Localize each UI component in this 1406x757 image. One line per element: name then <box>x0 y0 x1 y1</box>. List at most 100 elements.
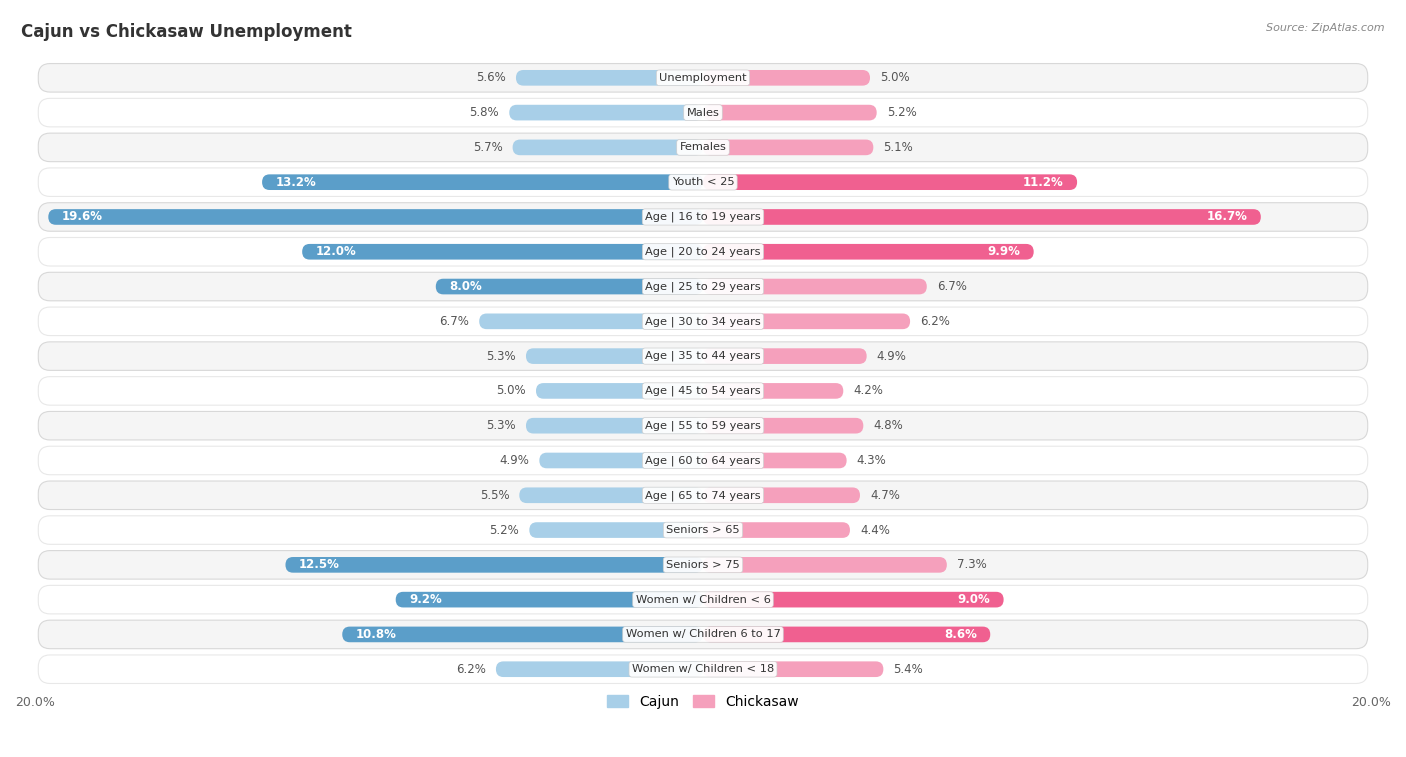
Text: 5.3%: 5.3% <box>486 350 516 363</box>
Text: 19.6%: 19.6% <box>62 210 103 223</box>
Text: 10.8%: 10.8% <box>356 628 396 641</box>
FancyBboxPatch shape <box>526 348 703 364</box>
FancyBboxPatch shape <box>703 522 851 538</box>
FancyBboxPatch shape <box>436 279 703 294</box>
FancyBboxPatch shape <box>526 418 703 434</box>
Text: Age | 25 to 29 years: Age | 25 to 29 years <box>645 282 761 291</box>
FancyBboxPatch shape <box>703 453 846 469</box>
FancyBboxPatch shape <box>38 203 1368 231</box>
FancyBboxPatch shape <box>38 550 1368 579</box>
Text: 5.8%: 5.8% <box>470 106 499 119</box>
FancyBboxPatch shape <box>540 453 703 469</box>
FancyBboxPatch shape <box>703 313 910 329</box>
Text: 5.5%: 5.5% <box>479 489 509 502</box>
FancyBboxPatch shape <box>38 446 1368 475</box>
FancyBboxPatch shape <box>703 139 873 155</box>
FancyBboxPatch shape <box>38 168 1368 196</box>
Text: 6.2%: 6.2% <box>920 315 950 328</box>
Text: Females: Females <box>679 142 727 152</box>
FancyBboxPatch shape <box>703 209 1261 225</box>
FancyBboxPatch shape <box>302 244 703 260</box>
Text: 5.1%: 5.1% <box>883 141 912 154</box>
Text: Age | 45 to 54 years: Age | 45 to 54 years <box>645 385 761 396</box>
Text: 5.4%: 5.4% <box>893 662 924 676</box>
FancyBboxPatch shape <box>703 418 863 434</box>
Text: 5.0%: 5.0% <box>496 385 526 397</box>
Text: 4.7%: 4.7% <box>870 489 900 502</box>
FancyBboxPatch shape <box>519 488 703 503</box>
FancyBboxPatch shape <box>38 585 1368 614</box>
FancyBboxPatch shape <box>703 70 870 86</box>
FancyBboxPatch shape <box>262 174 703 190</box>
FancyBboxPatch shape <box>703 174 1077 190</box>
FancyBboxPatch shape <box>38 238 1368 266</box>
Text: Seniors > 75: Seniors > 75 <box>666 560 740 570</box>
Text: Age | 65 to 74 years: Age | 65 to 74 years <box>645 490 761 500</box>
FancyBboxPatch shape <box>38 516 1368 544</box>
Text: 9.2%: 9.2% <box>409 593 441 606</box>
FancyBboxPatch shape <box>703 244 1033 260</box>
Text: 4.9%: 4.9% <box>877 350 907 363</box>
FancyBboxPatch shape <box>516 70 703 86</box>
FancyBboxPatch shape <box>38 307 1368 335</box>
Text: 5.2%: 5.2% <box>489 524 519 537</box>
Text: 13.2%: 13.2% <box>276 176 316 188</box>
Text: Age | 30 to 34 years: Age | 30 to 34 years <box>645 316 761 326</box>
FancyBboxPatch shape <box>703 279 927 294</box>
FancyBboxPatch shape <box>703 662 883 677</box>
FancyBboxPatch shape <box>38 64 1368 92</box>
Text: 8.6%: 8.6% <box>943 628 977 641</box>
FancyBboxPatch shape <box>479 313 703 329</box>
Text: 6.7%: 6.7% <box>936 280 967 293</box>
Text: Women w/ Children 6 to 17: Women w/ Children 6 to 17 <box>626 629 780 640</box>
FancyBboxPatch shape <box>285 557 703 573</box>
Text: 4.4%: 4.4% <box>860 524 890 537</box>
FancyBboxPatch shape <box>38 655 1368 684</box>
Text: 5.2%: 5.2% <box>887 106 917 119</box>
Text: Age | 60 to 64 years: Age | 60 to 64 years <box>645 455 761 466</box>
Text: 12.0%: 12.0% <box>315 245 356 258</box>
FancyBboxPatch shape <box>38 342 1368 370</box>
FancyBboxPatch shape <box>703 592 1004 607</box>
Text: 12.5%: 12.5% <box>299 559 340 572</box>
Text: Cajun vs Chickasaw Unemployment: Cajun vs Chickasaw Unemployment <box>21 23 351 41</box>
Text: 9.0%: 9.0% <box>957 593 990 606</box>
Text: 4.2%: 4.2% <box>853 385 883 397</box>
FancyBboxPatch shape <box>38 133 1368 162</box>
Text: 16.7%: 16.7% <box>1206 210 1247 223</box>
Text: 7.3%: 7.3% <box>957 559 987 572</box>
Text: 6.7%: 6.7% <box>439 315 470 328</box>
FancyBboxPatch shape <box>703 488 860 503</box>
FancyBboxPatch shape <box>703 557 946 573</box>
FancyBboxPatch shape <box>536 383 703 399</box>
Text: Source: ZipAtlas.com: Source: ZipAtlas.com <box>1267 23 1385 33</box>
FancyBboxPatch shape <box>509 104 703 120</box>
Text: Youth < 25: Youth < 25 <box>672 177 734 187</box>
Text: Unemployment: Unemployment <box>659 73 747 83</box>
FancyBboxPatch shape <box>703 348 866 364</box>
FancyBboxPatch shape <box>342 627 703 642</box>
Text: Age | 16 to 19 years: Age | 16 to 19 years <box>645 212 761 223</box>
Text: 8.0%: 8.0% <box>449 280 482 293</box>
FancyBboxPatch shape <box>703 627 990 642</box>
FancyBboxPatch shape <box>38 273 1368 301</box>
FancyBboxPatch shape <box>496 662 703 677</box>
FancyBboxPatch shape <box>48 209 703 225</box>
FancyBboxPatch shape <box>38 98 1368 127</box>
FancyBboxPatch shape <box>38 377 1368 405</box>
FancyBboxPatch shape <box>703 104 877 120</box>
Text: 5.3%: 5.3% <box>486 419 516 432</box>
FancyBboxPatch shape <box>513 139 703 155</box>
FancyBboxPatch shape <box>395 592 703 607</box>
FancyBboxPatch shape <box>703 383 844 399</box>
Text: 4.3%: 4.3% <box>856 454 886 467</box>
Text: Age | 35 to 44 years: Age | 35 to 44 years <box>645 350 761 361</box>
Text: Seniors > 65: Seniors > 65 <box>666 525 740 535</box>
FancyBboxPatch shape <box>529 522 703 538</box>
Text: 5.7%: 5.7% <box>472 141 502 154</box>
Legend: Cajun, Chickasaw: Cajun, Chickasaw <box>602 689 804 714</box>
Text: 6.2%: 6.2% <box>456 662 486 676</box>
Text: 5.6%: 5.6% <box>477 71 506 84</box>
Text: Age | 20 to 24 years: Age | 20 to 24 years <box>645 247 761 257</box>
FancyBboxPatch shape <box>38 620 1368 649</box>
